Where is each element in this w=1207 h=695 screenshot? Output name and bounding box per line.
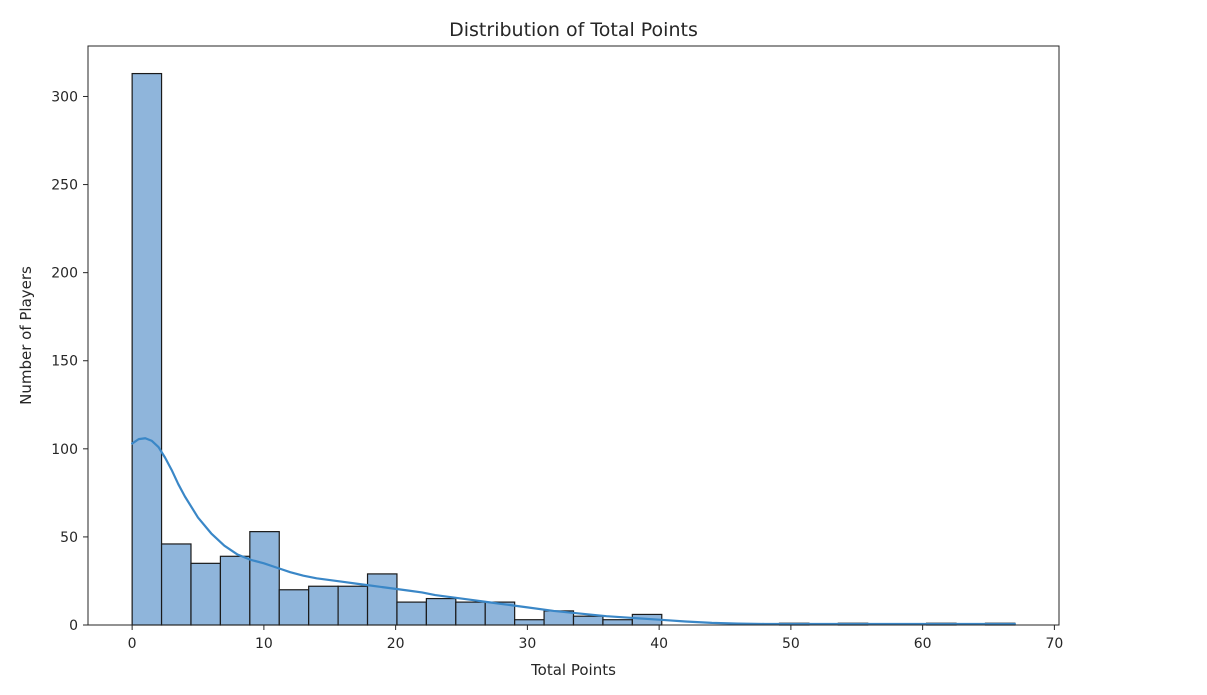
- histogram-bar: [396, 601, 427, 626]
- x-tick-label: 60: [914, 636, 932, 652]
- histogram-bar: [219, 555, 251, 626]
- y-tick-label: 300: [51, 89, 78, 105]
- x-tick-label: 30: [518, 636, 536, 652]
- histogram-bar: [425, 597, 457, 626]
- histogram-bar: [514, 619, 545, 626]
- x-tick-label: 70: [1045, 636, 1063, 652]
- y-tick-label: 50: [60, 530, 78, 546]
- histogram-bar: [366, 573, 398, 626]
- y-axis-label: Number of Players: [17, 266, 35, 405]
- x-tick-label: 10: [255, 636, 273, 652]
- kde-line: [131, 437, 1016, 626]
- histogram-bar: [160, 543, 192, 626]
- y-tick-label: 0: [69, 618, 78, 634]
- y-tick-label: 200: [51, 266, 78, 282]
- histogram-bar: [572, 615, 604, 626]
- histogram-bar: [308, 585, 339, 626]
- y-tick-label: 150: [51, 354, 78, 370]
- histogram-bar: [278, 589, 310, 626]
- histogram-bar: [249, 531, 280, 626]
- histogram-bar: [190, 562, 222, 626]
- plot-frame: [87, 45, 1060, 626]
- x-tick-label: 0: [128, 636, 137, 652]
- histogram-bar: [602, 619, 633, 626]
- x-axis-ticks: 0 10 20 30 40 50 60 70: [128, 625, 1063, 652]
- kde-layer: [131, 437, 1016, 626]
- x-tick-label: 40: [650, 636, 668, 652]
- x-axis-label: Total Points: [530, 661, 616, 679]
- chart-title: Distribution of Total Points: [449, 19, 698, 41]
- y-tick-label: 100: [51, 442, 78, 458]
- histogram-bar: [131, 72, 163, 626]
- histogram-bar: [337, 585, 369, 626]
- x-tick-label: 50: [782, 636, 800, 652]
- bars-layer: [131, 72, 1016, 626]
- x-tick-label: 20: [387, 636, 405, 652]
- y-axis-ticks: 0 50 100 150 200 250 300: [51, 89, 88, 634]
- y-tick-label: 250: [51, 178, 78, 194]
- histogram-bar: [455, 601, 486, 626]
